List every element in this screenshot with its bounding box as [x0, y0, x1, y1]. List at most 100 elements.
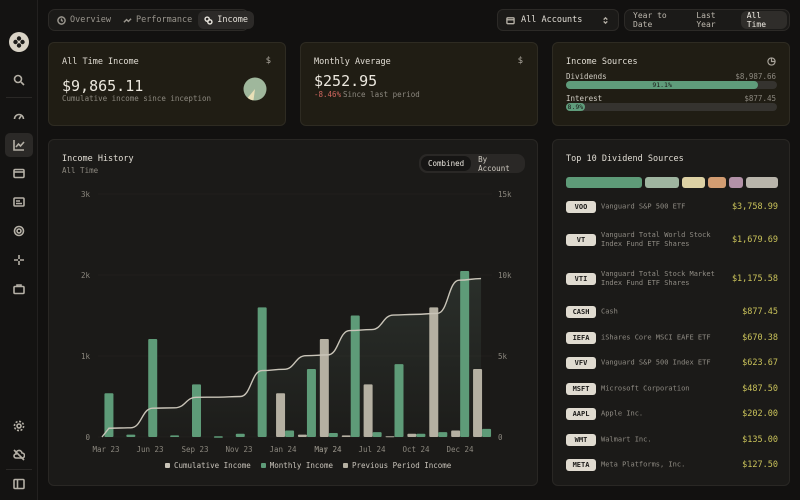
previous-period-bar — [451, 430, 461, 437]
monthly-average-change-label: Since last period — [343, 90, 420, 99]
dividend-row[interactable]: CASH Cash $877.45 — [566, 300, 778, 324]
tab-performance[interactable]: Performance — [117, 11, 198, 29]
all-time-income-subtitle: Cumulative income since inception — [62, 94, 212, 103]
dividend-amount: $1,175.58 — [731, 274, 778, 284]
dividend-row[interactable]: VT Vanguard Total World Stock Index Fund … — [566, 225, 778, 255]
legend-cumulative[interactable]: Cumulative Income — [165, 461, 251, 470]
monthly-income-bar — [257, 307, 267, 437]
dividend-row[interactable]: AAPL Apple Inc. $202.00 — [566, 402, 778, 426]
dividend-amount: $487.50 — [742, 384, 778, 394]
monthly-income-bar — [306, 368, 316, 437]
sidebar-portfolio[interactable] — [5, 277, 33, 301]
ticker-badge: MSFT — [566, 383, 596, 395]
all-time-income-value: $9,865.11 — [62, 77, 144, 95]
monthly-income-bar — [372, 432, 382, 437]
range-last-year[interactable]: Last Year — [696, 11, 716, 29]
previous-period-bar — [429, 307, 439, 437]
y-left-tick-label: 0 — [85, 433, 90, 442]
pie-icon — [767, 57, 776, 66]
chart-legend: Cumulative Income Monthly Income Previou… — [165, 461, 451, 470]
distribution-segment[interactable] — [708, 177, 727, 188]
holding-name: iShares Core MSCI EAFE ETF — [601, 333, 711, 342]
legend-previous[interactable]: Previous Period Income — [342, 461, 452, 470]
cloud-off-icon — [13, 449, 25, 461]
dividend-row[interactable]: VFV Vanguard S&P 500 Index ETF $623.67 — [566, 351, 778, 375]
dividend-amount: $877.45 — [742, 307, 778, 317]
ticker-badge: VFV — [566, 357, 596, 369]
legend-label: Cumulative Income — [174, 461, 251, 470]
y-right-tick-label: 10k — [498, 271, 512, 280]
sidebar-performance[interactable] — [5, 133, 33, 157]
previous-period-bar — [297, 434, 307, 437]
dividend-amount: $127.50 — [742, 460, 778, 470]
holding-name: Apple Inc. — [601, 409, 644, 418]
range-ytd[interactable]: Year to Date — [633, 11, 667, 29]
y-right-tick-label: 5k — [498, 352, 508, 361]
sparkle-icon — [14, 255, 24, 265]
dividend-row[interactable]: META Meta Platforms, Inc. $127.50 — [566, 453, 778, 477]
distribution-segment[interactable] — [729, 177, 743, 188]
y-right-tick-label: 0 — [498, 433, 503, 442]
legend-swatch — [165, 463, 170, 468]
sidebar-goals[interactable] — [5, 219, 33, 243]
account-select[interactable]: All Accounts — [497, 9, 619, 31]
sidebar-collapse[interactable] — [5, 472, 33, 496]
source-interest-percent: 8.9% — [567, 102, 584, 111]
dividend-amount: $1,679.69 — [731, 235, 778, 245]
source-dividends-label: Dividends — [566, 72, 607, 81]
legend-label: Previous Period Income — [351, 461, 452, 470]
ticker-badge: WMT — [566, 434, 596, 446]
cumulative-income-line — [101, 277, 482, 438]
sidebar-sync[interactable] — [5, 443, 33, 467]
previous-period-bar — [473, 368, 483, 437]
card-title: Monthly Average — [314, 57, 391, 67]
monthly-income-bar — [148, 338, 158, 437]
card-title: All Time Income — [62, 57, 139, 67]
dividend-row[interactable]: MSFT Microsoft Corporation $487.50 — [566, 377, 778, 401]
distribution-segment[interactable] — [566, 177, 642, 188]
legend-monthly[interactable]: Monthly Income — [260, 461, 333, 470]
dividend-row[interactable]: VTI Vanguard Total Stock Market Index Fun… — [566, 264, 778, 294]
source-interest-label: Interest — [566, 94, 603, 103]
search-icon — [13, 74, 25, 86]
distribution-segment[interactable] — [644, 177, 679, 188]
ticker-badge: VT — [566, 234, 596, 246]
tab-income[interactable]: Income — [198, 11, 254, 29]
pie-slice-interest — [247, 89, 255, 101]
sidebar-insights[interactable] — [5, 248, 33, 272]
tab-overview[interactable]: Overview — [51, 11, 117, 29]
monthly-income-bar — [235, 433, 245, 437]
toggle-combined[interactable]: Combined — [421, 156, 472, 171]
dividend-row[interactable]: WMT Walmart Inc. $135.00 — [566, 428, 778, 452]
range-all-time[interactable]: All Time — [740, 11, 787, 29]
dividend-row[interactable]: IEFA iShares Core MSCI EAFE ETF $670.38 — [566, 326, 778, 350]
dividend-row[interactable]: VOO Vanguard S&P 500 ETF $3,758.99 — [566, 195, 778, 219]
sidebar-search[interactable] — [5, 68, 33, 92]
sidebar-accounts[interactable] — [5, 161, 33, 185]
all-time-income-card: All Time Income $ $9,865.11 Cumulative i… — [48, 42, 286, 126]
wallet-icon — [506, 16, 515, 24]
ticker-badge: IEFA — [566, 332, 596, 344]
distribution-segment[interactable] — [745, 177, 778, 188]
app-logo[interactable] — [9, 32, 29, 52]
holding-name: Microsoft Corporation — [601, 384, 690, 393]
dividend-distribution-strip — [566, 177, 778, 188]
x-tick-label: Oct 24 — [402, 445, 430, 454]
holding-name: Vanguard Total Stock Market Index Fund E… — [601, 270, 715, 287]
holding-name: Walmart Inc. — [601, 435, 652, 444]
range-selector: Year to Date Last Year All Time — [624, 9, 790, 31]
monthly-income-bar — [438, 432, 448, 437]
y-right-tick-label: 15k — [498, 190, 512, 199]
dashboard-icon — [13, 113, 25, 120]
toggle-by-account[interactable]: By Account — [478, 154, 510, 173]
sidebar-settings[interactable] — [5, 414, 33, 438]
tab-performance-label: Performance — [135, 15, 193, 25]
sidebar-transactions[interactable] — [5, 190, 33, 214]
x-tick-label: Mar 24 — [314, 445, 342, 454]
sidebar-dashboard[interactable] — [5, 104, 33, 128]
monthly-income-bar — [416, 433, 426, 437]
distribution-segment[interactable] — [681, 177, 706, 188]
monthly-income-bar — [482, 428, 492, 437]
legend-swatch — [260, 463, 266, 468]
x-tick-label: May 24 — [314, 445, 342, 454]
